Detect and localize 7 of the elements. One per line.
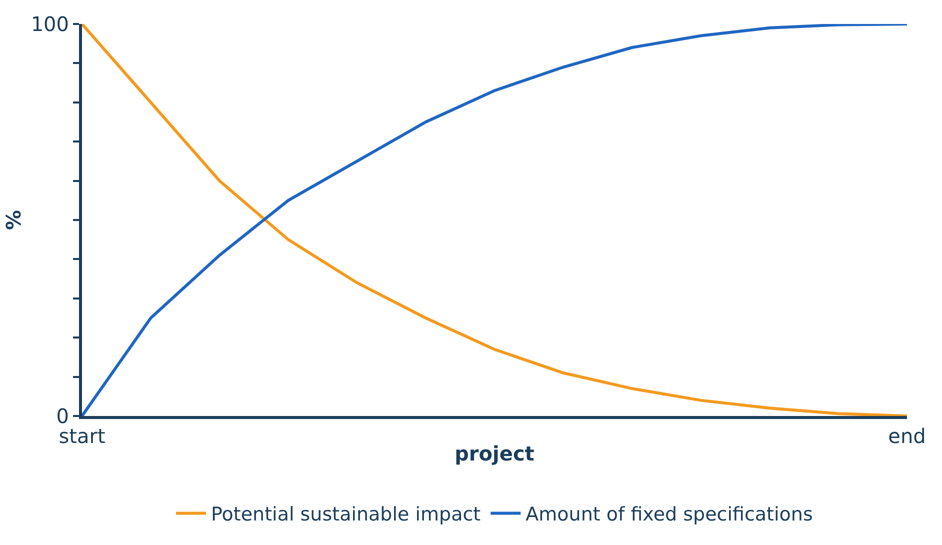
y-tick-label: 100 bbox=[30, 12, 69, 36]
x-tick-label: end bbox=[888, 424, 926, 448]
legend-label: Amount of fixed specifications bbox=[526, 504, 813, 526]
y-axis-title: % bbox=[1, 210, 26, 230]
x-axis-title: project bbox=[454, 442, 535, 466]
legend-label: Potential sustainable impact bbox=[211, 504, 481, 526]
line-series bbox=[82, 24, 907, 416]
